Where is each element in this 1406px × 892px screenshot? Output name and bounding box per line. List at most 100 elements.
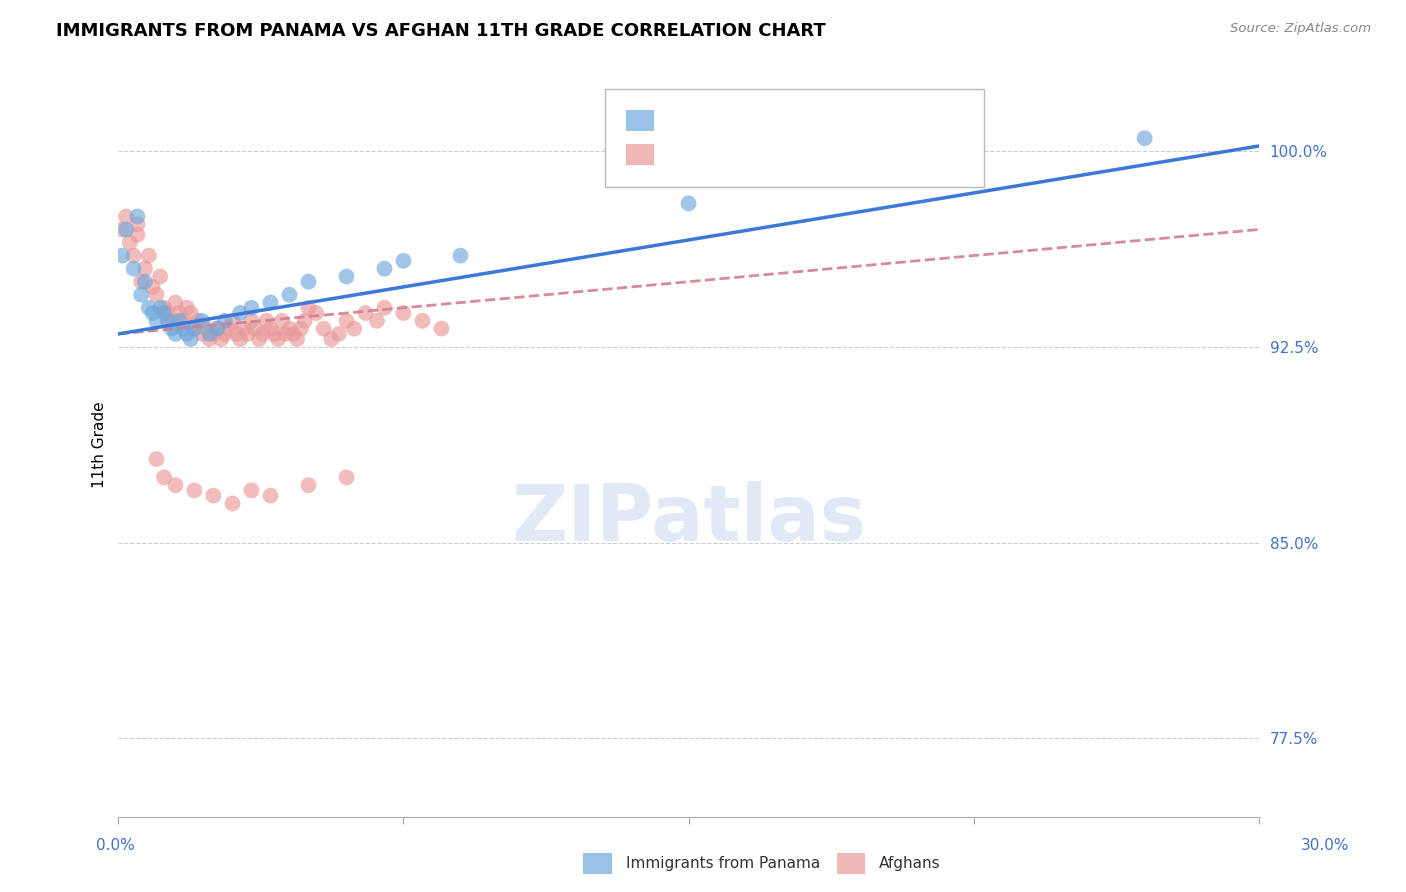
Point	[202, 489, 225, 503]
Point	[165, 326, 187, 341]
Point	[373, 301, 395, 315]
Point	[335, 314, 357, 328]
Point	[115, 222, 138, 236]
Text: Immigrants from Panama: Immigrants from Panama	[626, 856, 820, 871]
Point	[149, 301, 172, 315]
Point	[172, 314, 194, 328]
Point	[145, 452, 167, 467]
Y-axis label: 11th Grade: 11th Grade	[93, 401, 107, 488]
Point	[183, 321, 205, 335]
Point	[153, 470, 176, 484]
Point	[160, 321, 183, 335]
Point	[198, 332, 221, 346]
Point	[122, 261, 145, 276]
Point	[129, 275, 152, 289]
Point	[167, 306, 190, 320]
Text: 0.192: 0.192	[707, 147, 755, 161]
Point	[267, 332, 290, 346]
Point	[176, 301, 198, 315]
Point	[259, 295, 281, 310]
Point	[263, 326, 285, 341]
Point	[312, 321, 335, 335]
Point	[118, 235, 141, 250]
Point	[202, 326, 225, 341]
Point	[214, 326, 236, 341]
Point	[221, 314, 243, 328]
Text: N =: N =	[762, 113, 806, 128]
Point	[256, 314, 278, 328]
Point	[328, 326, 350, 341]
Point	[905, 170, 928, 185]
Point	[165, 478, 187, 492]
Text: ZIPatlas: ZIPatlas	[510, 481, 866, 558]
Point	[430, 321, 453, 335]
Point	[127, 227, 149, 242]
Point	[194, 321, 217, 335]
Point	[225, 326, 247, 341]
Point	[138, 249, 160, 263]
Point	[218, 321, 240, 335]
Point	[240, 301, 263, 315]
Text: 30.0%: 30.0%	[1302, 838, 1350, 853]
Text: 35: 35	[808, 113, 830, 128]
Text: 0.0%: 0.0%	[96, 838, 135, 853]
Point	[134, 275, 156, 289]
Point	[221, 496, 243, 510]
Point	[153, 301, 176, 315]
Text: R =: R =	[671, 113, 704, 128]
Point	[134, 261, 156, 276]
Point	[127, 217, 149, 231]
Point	[172, 321, 194, 335]
Text: Afghans: Afghans	[879, 856, 941, 871]
Point	[297, 478, 319, 492]
Point	[187, 314, 209, 328]
Point	[207, 321, 229, 335]
Point	[191, 326, 214, 341]
Point	[149, 269, 172, 284]
Point	[305, 306, 328, 320]
Point	[180, 332, 202, 346]
Point	[278, 321, 301, 335]
Point	[142, 306, 165, 320]
Point	[247, 332, 270, 346]
Point	[232, 321, 254, 335]
Point	[373, 261, 395, 276]
Point	[229, 332, 252, 346]
Point	[335, 269, 357, 284]
Point	[252, 326, 274, 341]
Point	[285, 332, 308, 346]
Point	[294, 314, 316, 328]
Point	[167, 314, 190, 328]
Point	[259, 489, 281, 503]
Point	[111, 249, 134, 263]
Point	[392, 306, 415, 320]
Point	[278, 287, 301, 301]
Point	[245, 321, 267, 335]
Point	[209, 332, 232, 346]
Text: 0.357: 0.357	[707, 113, 755, 128]
Text: 74: 74	[808, 147, 830, 161]
Point	[183, 483, 205, 498]
Point	[127, 210, 149, 224]
Point	[236, 326, 259, 341]
Text: R =: R =	[671, 147, 704, 161]
Point	[207, 321, 229, 335]
Point	[115, 210, 138, 224]
Point	[290, 321, 312, 335]
Point	[678, 196, 700, 211]
Point	[411, 314, 433, 328]
Point	[191, 314, 214, 328]
Point	[180, 306, 202, 320]
Point	[270, 314, 292, 328]
Point	[240, 483, 263, 498]
Point	[321, 332, 343, 346]
Point	[1133, 131, 1156, 145]
Point	[354, 306, 377, 320]
Point	[335, 470, 357, 484]
Point	[259, 321, 281, 335]
Point	[142, 280, 165, 294]
Point	[156, 306, 179, 320]
Point	[240, 314, 263, 328]
Point	[297, 301, 319, 315]
Text: N =: N =	[762, 147, 806, 161]
